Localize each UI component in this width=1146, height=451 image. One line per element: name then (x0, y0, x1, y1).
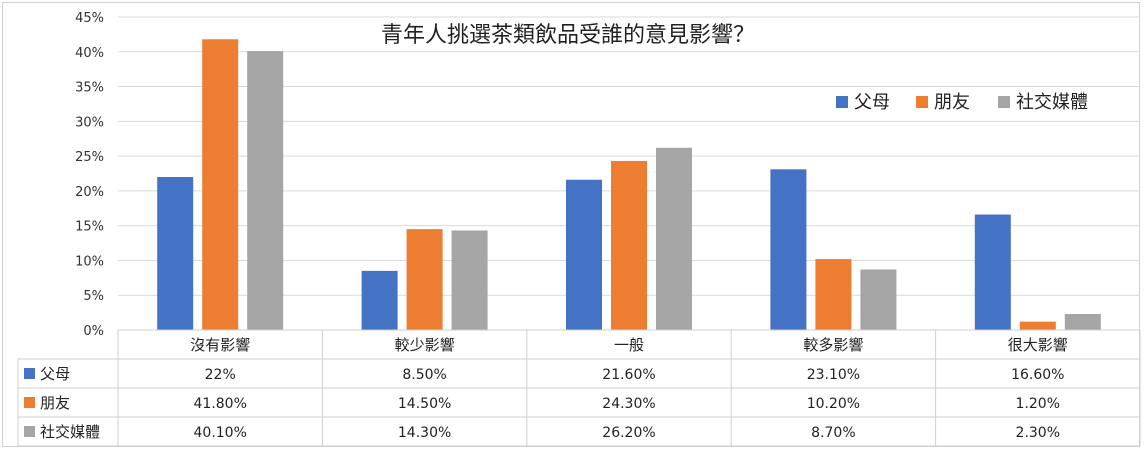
legend-label: 社交媒體 (1016, 92, 1088, 113)
table-cell-value: 10.20% (807, 396, 860, 412)
table-cell-value: 14.50% (398, 396, 451, 412)
table-legend-key (24, 426, 35, 437)
legend-label: 父母 (854, 92, 890, 113)
table-legend-key (24, 397, 35, 408)
bar (1019, 321, 1056, 330)
table-cell-value: 24.30% (602, 396, 655, 412)
table-cell-value: 21.60% (602, 367, 655, 383)
bar (1064, 314, 1101, 330)
table-series-name: 社交媒體 (40, 423, 100, 441)
bar (611, 160, 647, 330)
bar (451, 230, 488, 330)
category-label: 較多影響 (803, 336, 863, 354)
bar (815, 259, 852, 330)
bar (361, 270, 398, 330)
y-tick-label: 45% (75, 11, 104, 26)
y-tick-label: 40% (75, 46, 104, 61)
bar (157, 176, 194, 330)
table-cell-value: 26.20% (602, 425, 655, 441)
table-cell-value: 23.10% (807, 367, 860, 383)
bar (974, 214, 1011, 330)
y-tick-label: 15% (75, 220, 104, 235)
y-tick-label: 30% (75, 115, 104, 130)
category-label: 較少影響 (395, 336, 455, 354)
table-cell-value: 41.80% (194, 396, 247, 412)
table-cell-value: 22% (205, 367, 236, 383)
legend-label: 朋友 (934, 92, 970, 113)
bar (406, 229, 443, 330)
bars (157, 39, 1101, 331)
table-cell-value: 8.50% (402, 367, 446, 383)
table-cell-value: 40.10% (194, 425, 247, 441)
table-series-name: 父母 (40, 365, 70, 383)
category-label: 很大影響 (1008, 336, 1068, 354)
y-axis-tick-labels: 0% 5% 10% 15% 20% 25% 30% 35% 40% 45% (75, 11, 104, 339)
y-tick-label: 10% (75, 254, 104, 269)
bar (247, 51, 284, 331)
y-tick-label: 35% (75, 81, 104, 96)
y-tick-label: 20% (75, 185, 104, 200)
bar (656, 147, 692, 330)
category-label: 一般 (614, 336, 644, 354)
table-cell-value: 8.70% (811, 425, 855, 441)
table-cell-value: 2.30% (1016, 425, 1060, 441)
table-legend-key (24, 368, 35, 379)
table-series-name: 朋友 (40, 394, 70, 412)
table-cell-value: 14.30% (398, 425, 451, 441)
bar (860, 269, 897, 330)
legend-swatch (836, 96, 848, 108)
table-cell-value: 1.20% (1016, 396, 1060, 412)
bar (770, 169, 807, 330)
chart-title: 青年人挑選茶類飲品受誰的意見影響？ (381, 23, 755, 48)
legend-swatch (998, 96, 1010, 108)
y-tick-label: 0% (83, 324, 104, 339)
y-tick-label: 25% (75, 150, 104, 165)
bar (202, 39, 239, 330)
legend: 父母 朋友 社交媒體 (836, 92, 1088, 113)
table-cell-value: 16.60% (1011, 367, 1064, 383)
category-label: 沒有影響 (190, 336, 250, 354)
bar (566, 179, 602, 330)
legend-swatch (916, 96, 928, 108)
y-tick-label: 5% (83, 289, 104, 304)
